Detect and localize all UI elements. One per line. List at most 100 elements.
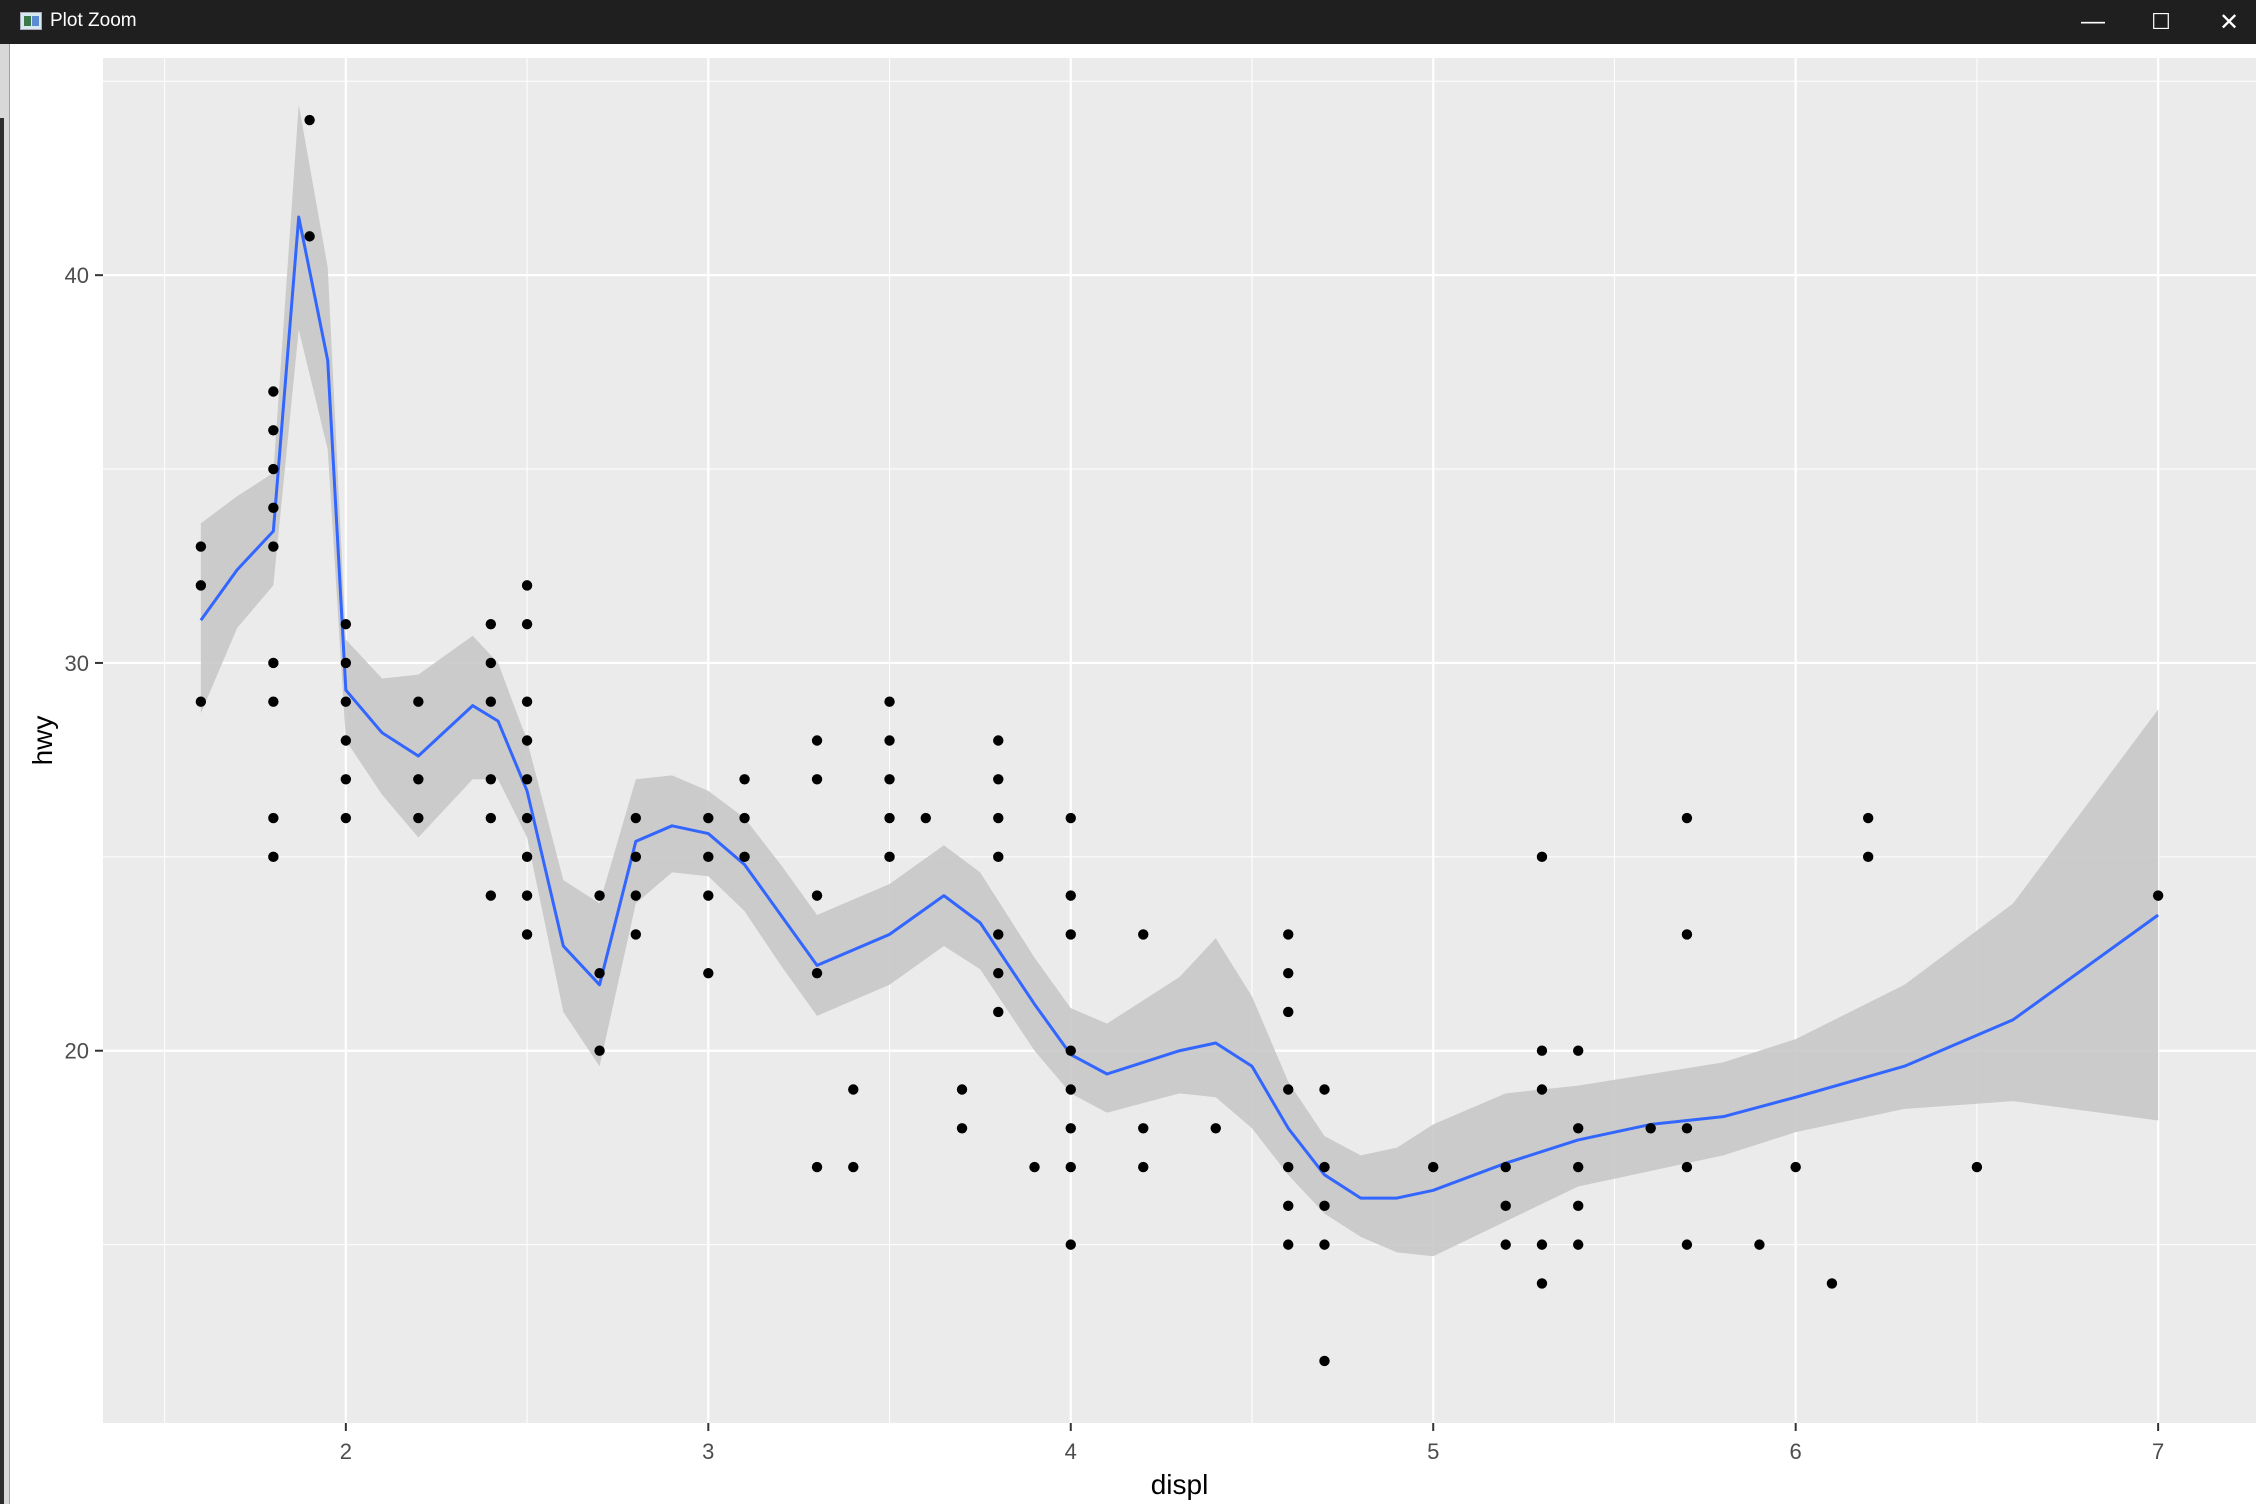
data-point: [1536, 1278, 1548, 1289]
data-point: [848, 1084, 859, 1095]
data-point: [1283, 929, 1294, 940]
data-point: [1681, 1239, 1693, 1250]
y-axis-title: hwy: [27, 716, 58, 766]
x-axis-title: displ: [1151, 1469, 1209, 1500]
data-point: [739, 851, 750, 863]
data-point: [340, 696, 352, 707]
data-point: [1319, 1161, 1330, 1173]
data-point: [1573, 1161, 1584, 1173]
data-point: [1283, 1161, 1294, 1173]
data-point: [1536, 1239, 1548, 1250]
data-point: [521, 851, 533, 863]
data-point: [811, 735, 823, 746]
data-point: [1065, 1123, 1076, 1134]
data-point: [1065, 812, 1076, 824]
data-point: [304, 114, 315, 126]
data-point: [1065, 929, 1076, 940]
data-point: [1210, 1123, 1221, 1134]
x-tick-label: 2: [340, 1439, 352, 1464]
data-point: [993, 812, 1004, 824]
data-point: [1790, 1161, 1801, 1173]
data-point: [521, 696, 533, 707]
data-point: [993, 851, 1004, 863]
data-point: [1319, 1239, 1330, 1250]
smooth-line: [199, 215, 2160, 1200]
data-point: [268, 696, 279, 707]
data-point: [594, 1045, 605, 1056]
data-point: [884, 735, 895, 746]
data-point: [268, 541, 279, 552]
data-point: [884, 774, 895, 785]
data-point: [340, 812, 352, 824]
data-point: [1681, 1161, 1693, 1173]
data-point: [993, 774, 1004, 785]
data-point: [1536, 851, 1548, 863]
data-point: [485, 657, 497, 669]
data-point: [1138, 929, 1149, 940]
data-point: [1862, 812, 1874, 824]
data-point: [1681, 1123, 1693, 1134]
data-point: [594, 967, 605, 979]
data-point: [1754, 1239, 1765, 1250]
y-tick-label: 40: [65, 263, 89, 288]
maximize-button[interactable]: ☐: [2151, 9, 2171, 34]
data-point: [485, 890, 497, 901]
data-point: [2152, 890, 2164, 901]
data-point: [268, 851, 279, 863]
data-point: [485, 696, 497, 707]
data-point: [1283, 967, 1294, 979]
x-tick-label: 4: [1065, 1439, 1077, 1464]
confidence-ribbon: [200, 104, 2159, 1257]
data-point: [956, 1084, 968, 1095]
data-point: [1500, 1239, 1511, 1250]
data-point: [1428, 1161, 1439, 1173]
plot-zoom-app-icon: [20, 12, 42, 30]
data-point: [304, 231, 315, 242]
data-point: [1065, 1084, 1076, 1095]
data-point: [630, 851, 642, 863]
x-tick-label: 6: [1790, 1439, 1802, 1464]
window-left-edge: [0, 44, 10, 1504]
data-point: [811, 1161, 823, 1173]
data-point: [1065, 1239, 1076, 1250]
data-point: [340, 618, 352, 630]
data-point: [993, 967, 1004, 979]
x-tick-label: 5: [1427, 1439, 1439, 1464]
data-point: [1573, 1123, 1584, 1134]
plot-area: 2 3 4 5 6 7 20 30 40 displ hwy: [10, 44, 2256, 1504]
data-point: [521, 735, 533, 746]
data-point: [993, 929, 1004, 940]
data-point: [1573, 1239, 1584, 1250]
data-point: [884, 851, 895, 863]
data-point: [521, 774, 533, 785]
data-point: [413, 696, 424, 707]
data-point: [1645, 1123, 1656, 1134]
plot-canvas: 2 3 4 5 6 7 20 30 40 displ hwy: [27, 58, 2256, 1500]
axes: 2 3 4 5 6 7 20 30 40: [65, 263, 2165, 1464]
data-point: [340, 657, 352, 669]
y-tick-label: 20: [65, 1039, 89, 1064]
data-point: [1681, 812, 1693, 824]
data-point: [1319, 1355, 1330, 1367]
data-point: [848, 1161, 859, 1173]
data-point: [811, 774, 823, 785]
data-point: [1681, 929, 1693, 940]
y-tick-label: 30: [65, 651, 89, 676]
data-point: [268, 386, 279, 397]
data-point: [195, 580, 207, 591]
data-point: [485, 812, 497, 824]
minimize-button[interactable]: —: [2081, 8, 2105, 35]
data-point: [703, 890, 714, 901]
data-point: [1573, 1200, 1584, 1212]
data-point: [811, 890, 823, 901]
data-point: [485, 774, 497, 785]
data-point: [1536, 1045, 1548, 1056]
data-point: [1065, 1045, 1076, 1056]
data-point: [1065, 890, 1076, 901]
data-point: [1971, 1161, 1983, 1173]
data-point: [1283, 1084, 1294, 1095]
data-point: [521, 812, 533, 824]
data-point: [485, 618, 497, 630]
close-button[interactable]: ✕: [2218, 8, 2240, 36]
data-point: [739, 774, 750, 785]
